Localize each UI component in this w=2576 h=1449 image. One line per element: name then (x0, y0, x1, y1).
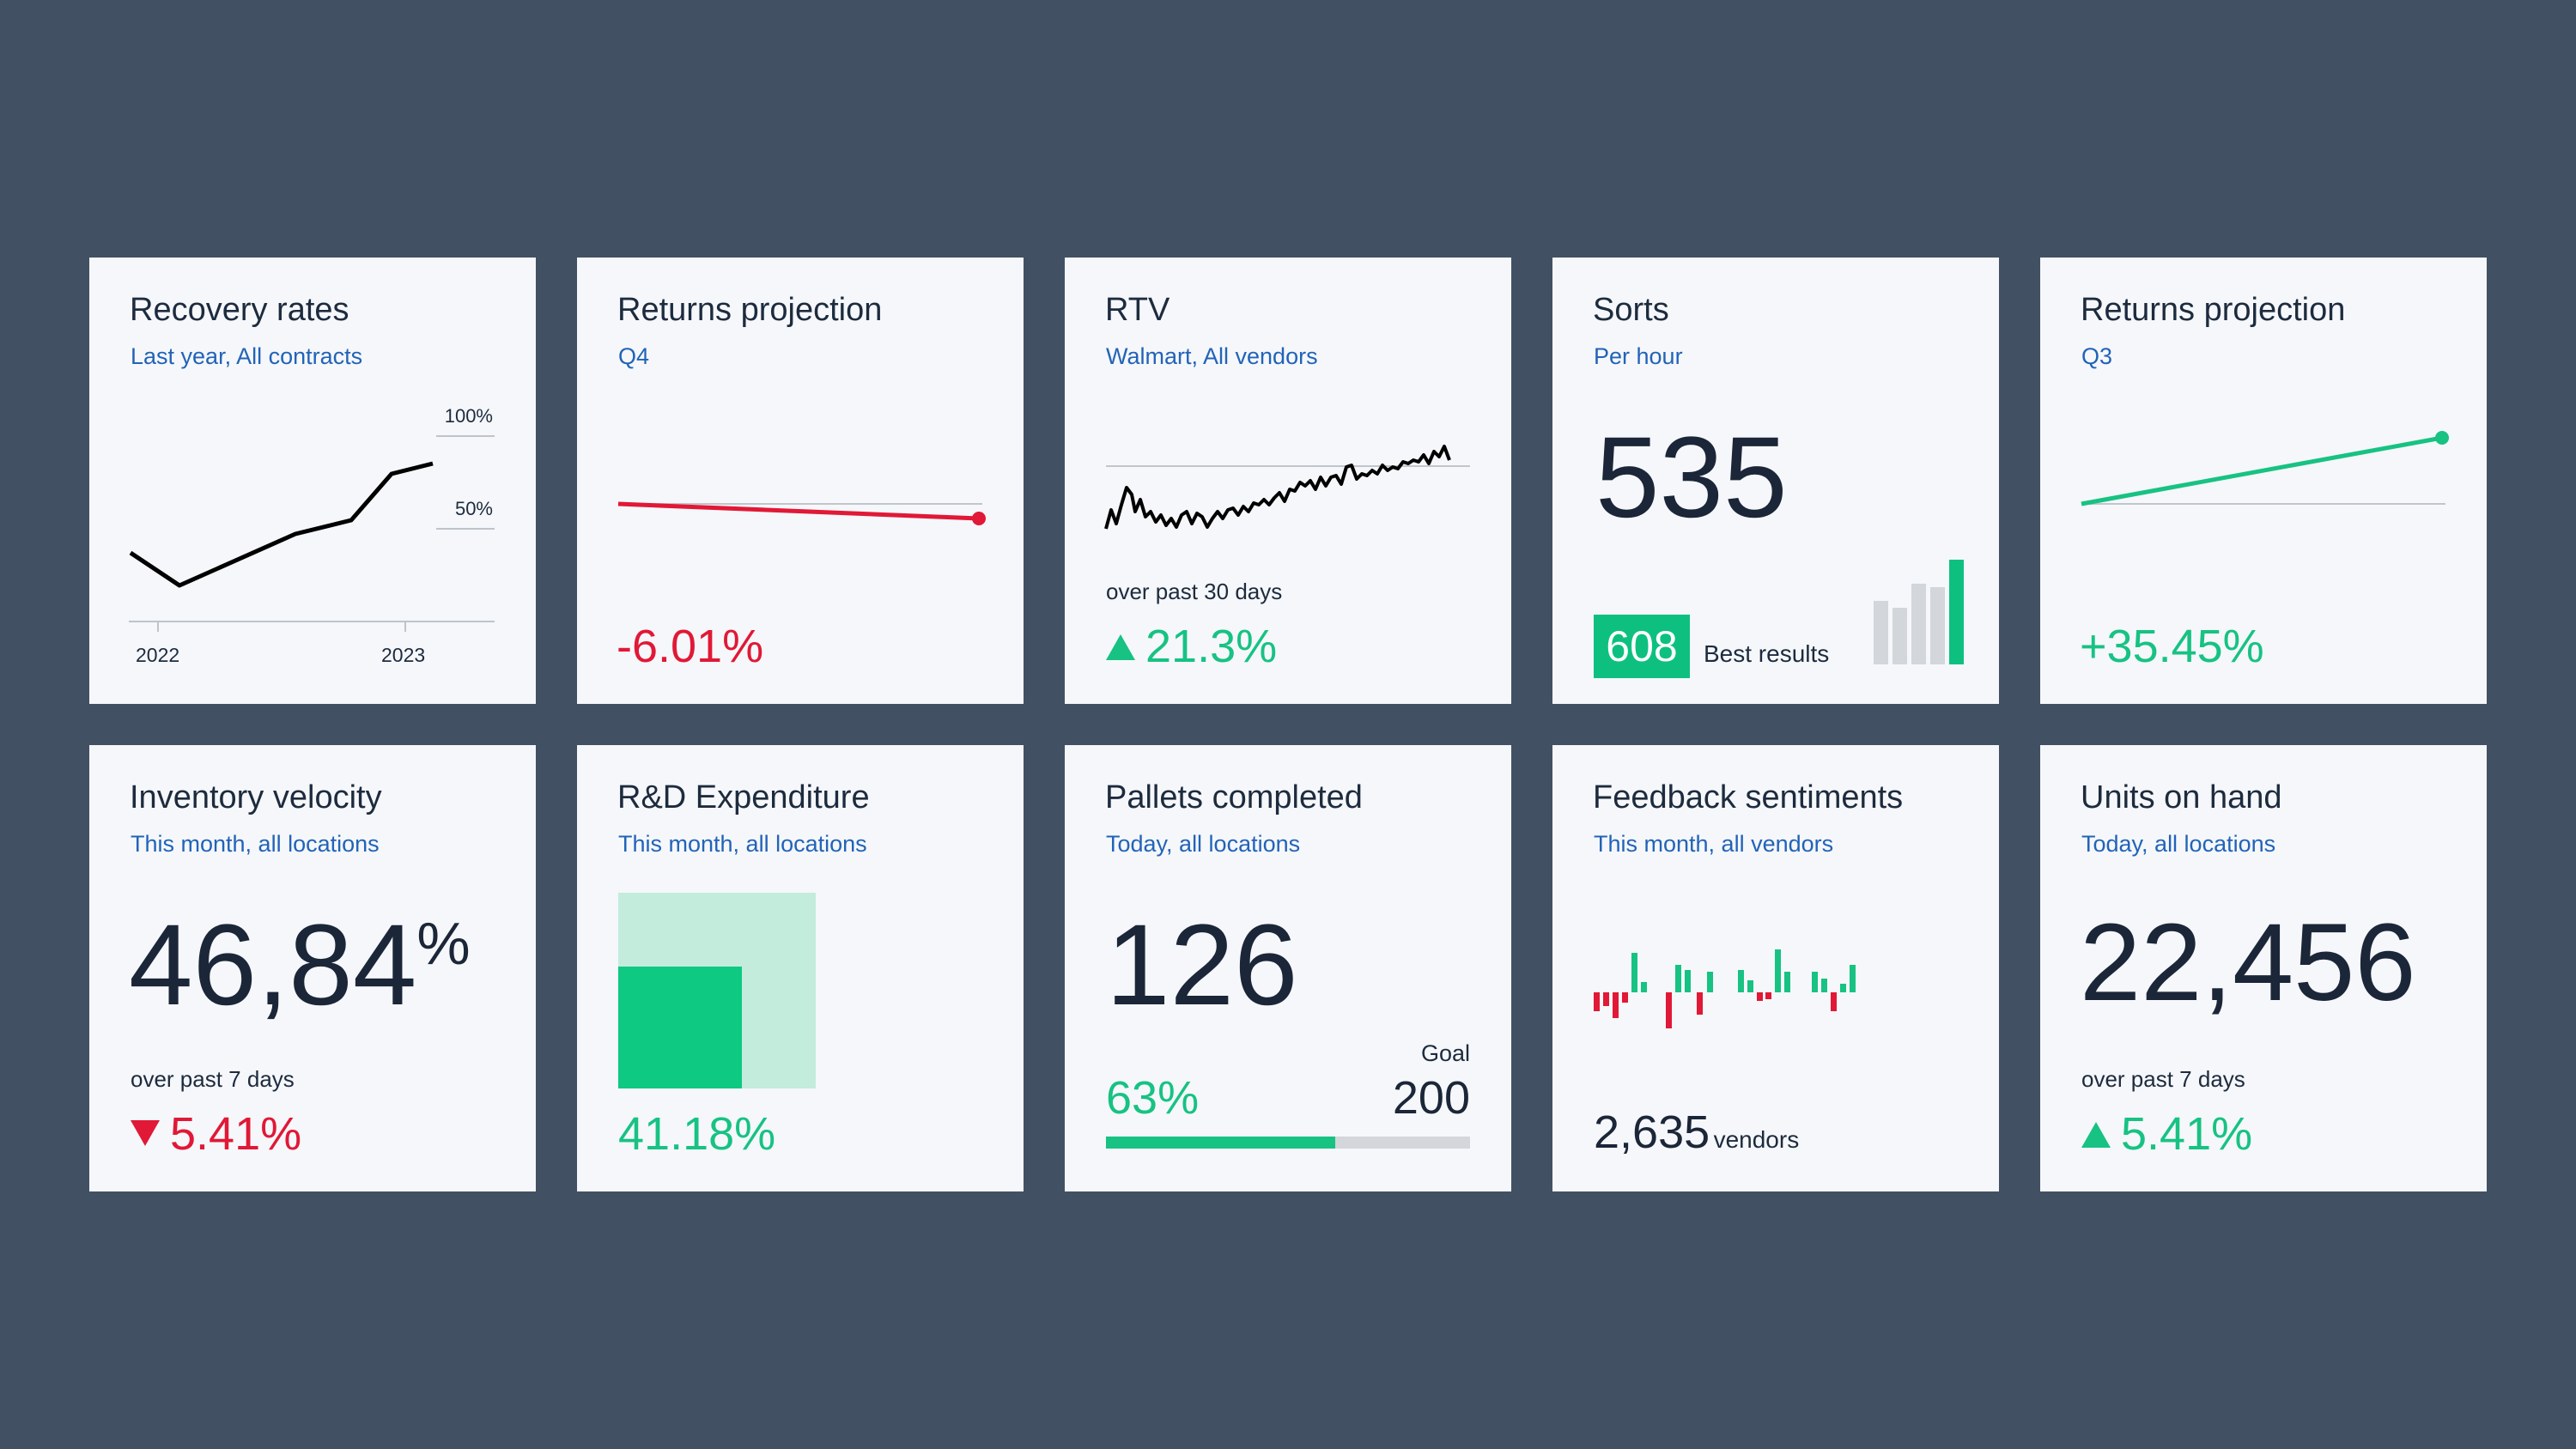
progress-fill (1106, 1137, 1336, 1149)
card-recovery-rates[interactable]: Recovery rates Last year, All contracts … (89, 258, 536, 704)
main-value-unit: % (416, 910, 471, 977)
goal-value: 200 (1392, 1072, 1470, 1124)
main-value: 535 (1595, 414, 1788, 542)
card-title: Returns projection (617, 292, 883, 328)
vendor-count: 2,635 vendors (1594, 1106, 1799, 1159)
card-rtv[interactable]: RTV Walmart, All vendors over past 30 da… (1065, 258, 1511, 704)
card-subtitle: Q3 (2081, 343, 2113, 369)
card-returns-projection-q3[interactable]: Returns projection Q3 +35.45% (2040, 258, 2487, 704)
card-subtitle: Today, all locations (2081, 831, 2276, 857)
x-label-2022: 2022 (136, 644, 180, 666)
period-label: over past 7 days (2081, 1066, 2245, 1092)
returns-q4-trend-line (617, 501, 986, 525)
change-text: 5.41% (170, 1108, 302, 1160)
trend-up-icon (1106, 634, 1135, 660)
change-value: 21.3% (1106, 623, 1277, 670)
change-value: -6.01% (617, 621, 764, 672)
card-subtitle: Q4 (618, 343, 650, 369)
card-pallets-completed[interactable]: Pallets completed Today, all locations 1… (1065, 745, 1511, 1191)
change-value: 5.41% (131, 1111, 301, 1157)
x-label-2023: 2023 (381, 644, 426, 666)
vendor-count-label: vendors (1713, 1126, 1800, 1153)
card-units-on-hand[interactable]: Units on hand Today, all locations 22,45… (2040, 745, 2487, 1191)
card-subtitle: Per hour (1594, 343, 1683, 369)
card-inventory-velocity[interactable]: Inventory velocity This month, all locat… (89, 745, 536, 1191)
change-value: +35.45% (2080, 621, 2264, 672)
goal-label: Goal (1420, 1040, 1470, 1066)
best-label: Best results (1704, 640, 1830, 667)
trend-down-icon (131, 1120, 160, 1146)
rd-area-filled (618, 967, 742, 1088)
card-title: R&D Expenditure (617, 779, 870, 815)
card-title: Recovery rates (130, 292, 349, 328)
y-label-100: 100% (444, 405, 493, 427)
card-title: Feedback sentiments (1593, 779, 1904, 815)
sorts-mini-bars (1874, 560, 1964, 664)
rtv-sparkline (1104, 445, 1470, 530)
main-value-number: 46,84 (129, 901, 417, 1029)
card-rd-expenditure[interactable]: R&D Expenditure This month, all location… (577, 745, 1024, 1191)
main-value: 46,84% (129, 908, 471, 1023)
change-text: 5.41% (2121, 1108, 2253, 1160)
card-title: Inventory velocity (130, 779, 382, 815)
period-label: over past 7 days (131, 1066, 295, 1092)
sentiment-bars (1594, 949, 1856, 1028)
card-subtitle: Today, all locations (1106, 831, 1301, 857)
card-sorts[interactable]: Sorts Per hour 535 608 Best results (1552, 258, 1999, 704)
main-value: 22,456 (2080, 901, 2416, 1024)
main-value: 126 (1106, 901, 1298, 1029)
card-subtitle: Last year, All contracts (131, 343, 363, 369)
change-text: 21.3% (1145, 621, 1278, 672)
best-value-badge: 608 (1594, 615, 1690, 678)
card-title: Returns projection (2081, 292, 2346, 328)
change-value: 5.41% (2081, 1111, 2252, 1157)
trend-up-icon (2081, 1122, 2111, 1148)
card-returns-projection-q4[interactable]: Returns projection Q4 -6.01% (577, 258, 1024, 704)
card-subtitle: This month, all locations (131, 831, 380, 857)
card-title: Pallets completed (1105, 779, 1363, 815)
y-label-50: 50% (454, 498, 493, 519)
returns-q3-trend-line (2081, 431, 2449, 506)
card-title: Sorts (1593, 292, 1669, 328)
card-subtitle: This month, all vendors (1594, 831, 1834, 857)
change-value: 41.18% (618, 1108, 776, 1160)
vendor-count-value: 2,635 (1594, 1106, 1710, 1158)
recovery-line-chart (129, 435, 495, 632)
card-title: Units on hand (2081, 779, 2282, 815)
card-title: RTV (1105, 292, 1170, 328)
progress-track (1106, 1137, 1470, 1149)
card-feedback-sentiments[interactable]: Feedback sentiments This month, all vend… (1552, 745, 1999, 1191)
progress-label: 63% (1106, 1072, 1200, 1124)
card-subtitle: This month, all locations (618, 831, 867, 857)
period-label: over past 30 days (1106, 579, 1283, 604)
card-subtitle: Walmart, All vendors (1106, 343, 1318, 369)
